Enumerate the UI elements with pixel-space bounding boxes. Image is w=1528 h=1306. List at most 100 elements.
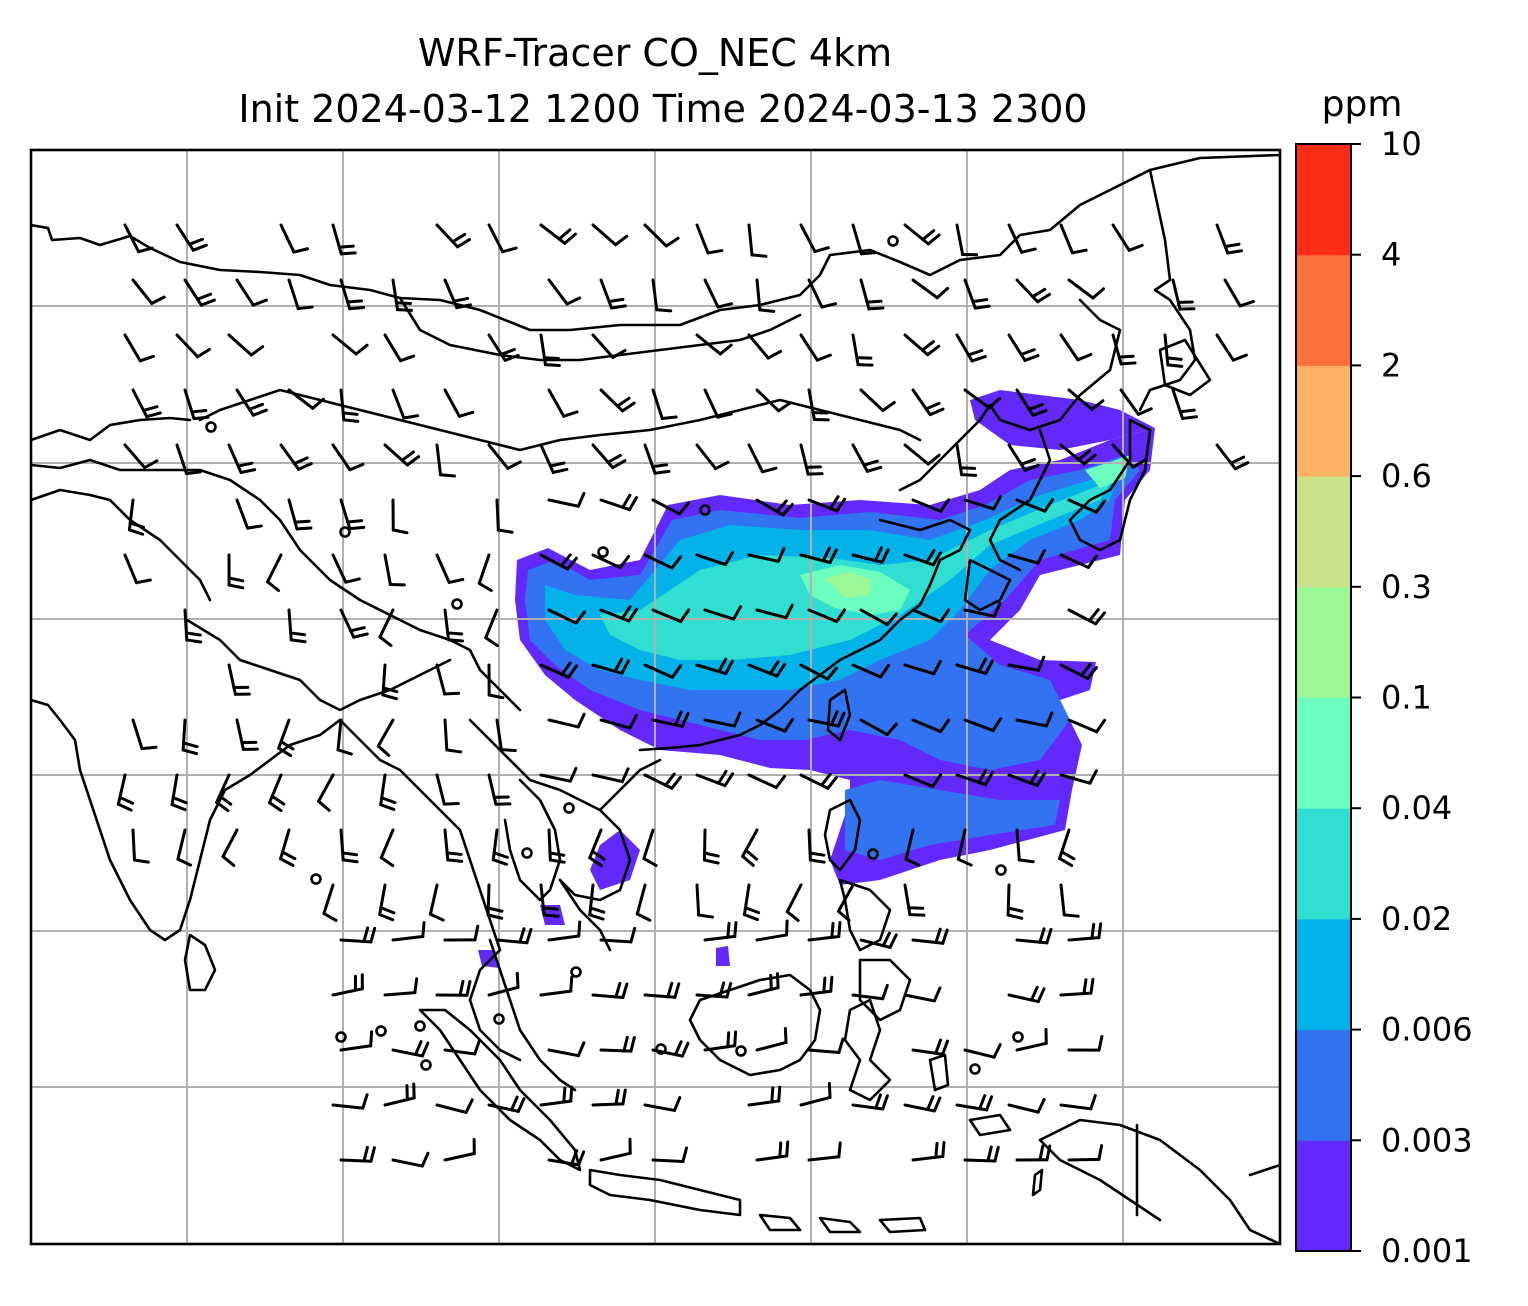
wind-barb-flag — [1127, 243, 1144, 252]
wind-barb-flag — [378, 913, 395, 922]
wind-barb — [339, 1044, 373, 1052]
wind-barb-flag — [611, 459, 627, 470]
wind-barb-flag — [714, 460, 730, 471]
wind-barb-flag — [718, 343, 733, 356]
wind-barb-flag — [660, 415, 678, 421]
colorbar-ticks: 0.001 0.003 0.006 0.02 0.04 0.1 0.3 0.6 2 4 10 — [1351, 125, 1473, 1270]
wind-barb-flag — [1082, 978, 1088, 996]
wind-barb — [322, 883, 335, 916]
wind-barb-flag — [251, 408, 268, 417]
wind-barb — [651, 388, 664, 421]
wind-barb-flag — [744, 848, 759, 861]
wind-barb-flag — [733, 1030, 738, 1048]
wind-barb-flag — [525, 927, 533, 945]
wind-barb-flag — [576, 712, 586, 729]
wind-barb-flag — [191, 243, 208, 252]
wind-barb-flag — [614, 981, 622, 999]
wind-barb — [487, 443, 510, 470]
wind-barb-flag — [615, 396, 631, 408]
wind-barb — [227, 443, 243, 474]
wind-barb — [539, 443, 555, 474]
wind-barb — [539, 883, 546, 917]
wind-barb — [1015, 388, 1035, 417]
wind-barb — [1007, 223, 1024, 254]
wind-barb-flag — [346, 299, 364, 304]
wind-barb-flag — [830, 921, 835, 939]
wind-barb — [495, 718, 503, 752]
wind-barb-flag — [1082, 453, 1097, 466]
wind-barb-flag — [215, 800, 230, 813]
wind-barb-flag — [420, 1041, 430, 1058]
wind-barb — [221, 828, 239, 859]
wind-barb-flag — [118, 795, 135, 805]
wind-barb — [851, 443, 869, 473]
wind-barb — [183, 278, 203, 307]
wind-barb — [1015, 1041, 1048, 1052]
wind-barb — [266, 553, 283, 584]
wind-barb-flag — [518, 927, 526, 944]
wind-barb-flag — [140, 745, 158, 751]
wind-barb — [755, 388, 781, 413]
wind-barb-flag — [862, 459, 879, 467]
wind-barb-flag — [670, 664, 683, 679]
wind-barb-flag — [678, 501, 690, 516]
wind-barb-flag — [826, 775, 839, 790]
wind-barb — [747, 443, 764, 474]
wind-barb — [547, 1048, 580, 1058]
colorbar-unit-label: ppm — [1322, 84, 1403, 125]
wind-barb — [1215, 443, 1237, 471]
wind-barb — [339, 278, 352, 311]
wind-barb-flag — [970, 355, 987, 363]
wind-barb-flag — [349, 626, 366, 633]
wind-barb — [747, 333, 770, 360]
wind-barb — [695, 333, 722, 356]
wind-barb — [799, 553, 832, 565]
wind-barb-flag — [452, 296, 470, 303]
wind-barb — [339, 608, 356, 639]
wind-barb — [1171, 388, 1185, 420]
wind-barb — [484, 608, 499, 640]
wind-barb-flag — [621, 982, 629, 999]
wind-barb — [487, 1103, 520, 1113]
wind-barb-flag — [281, 850, 297, 861]
wind-barb-flag — [548, 461, 566, 468]
wind-barb-flag — [1029, 769, 1040, 785]
wind-barb-flag — [1035, 772, 1047, 787]
wind-barb-flag — [391, 528, 409, 535]
wind-barb-flag — [457, 410, 475, 418]
wind-barb-flag — [542, 913, 560, 918]
wind-barb-flag — [931, 551, 943, 567]
wind-barb-flag — [443, 691, 461, 696]
wind-barb — [651, 278, 659, 312]
wind-barb-flag — [664, 236, 680, 248]
wind-barb — [1067, 936, 1101, 942]
wind-barb-flag — [881, 1094, 889, 1111]
wind-barb — [235, 718, 245, 751]
wind-barb — [747, 1099, 781, 1107]
wind-barb — [339, 1158, 373, 1163]
wind-barb — [599, 608, 631, 623]
wind-barb-flag — [826, 666, 838, 681]
wind-barb-flag — [398, 354, 416, 363]
wind-barb-flag — [1131, 458, 1147, 469]
wind-barb-flag — [987, 396, 1002, 410]
wind-barb — [131, 388, 149, 419]
wind-barb — [1215, 223, 1230, 255]
wind-barb — [695, 223, 710, 255]
wind-barb-flag — [187, 237, 205, 246]
wind-barb — [591, 223, 618, 247]
wind-barb — [487, 773, 498, 806]
wind-barb — [183, 608, 189, 642]
wind-barb — [547, 828, 552, 862]
wind-barb-flag — [666, 981, 674, 999]
wind-barb-flag — [344, 577, 361, 584]
wind-barb-flag — [236, 461, 254, 468]
wind-barb — [381, 663, 387, 697]
calm-wind-marker — [1012, 1031, 1024, 1043]
wind-barb — [643, 223, 668, 248]
wind-barb-flag — [1094, 611, 1106, 626]
wind-barb-flag — [1043, 498, 1055, 513]
wind-barb-flag — [664, 772, 676, 787]
wind-barb-flag — [881, 400, 896, 413]
wind-barb — [378, 883, 387, 917]
